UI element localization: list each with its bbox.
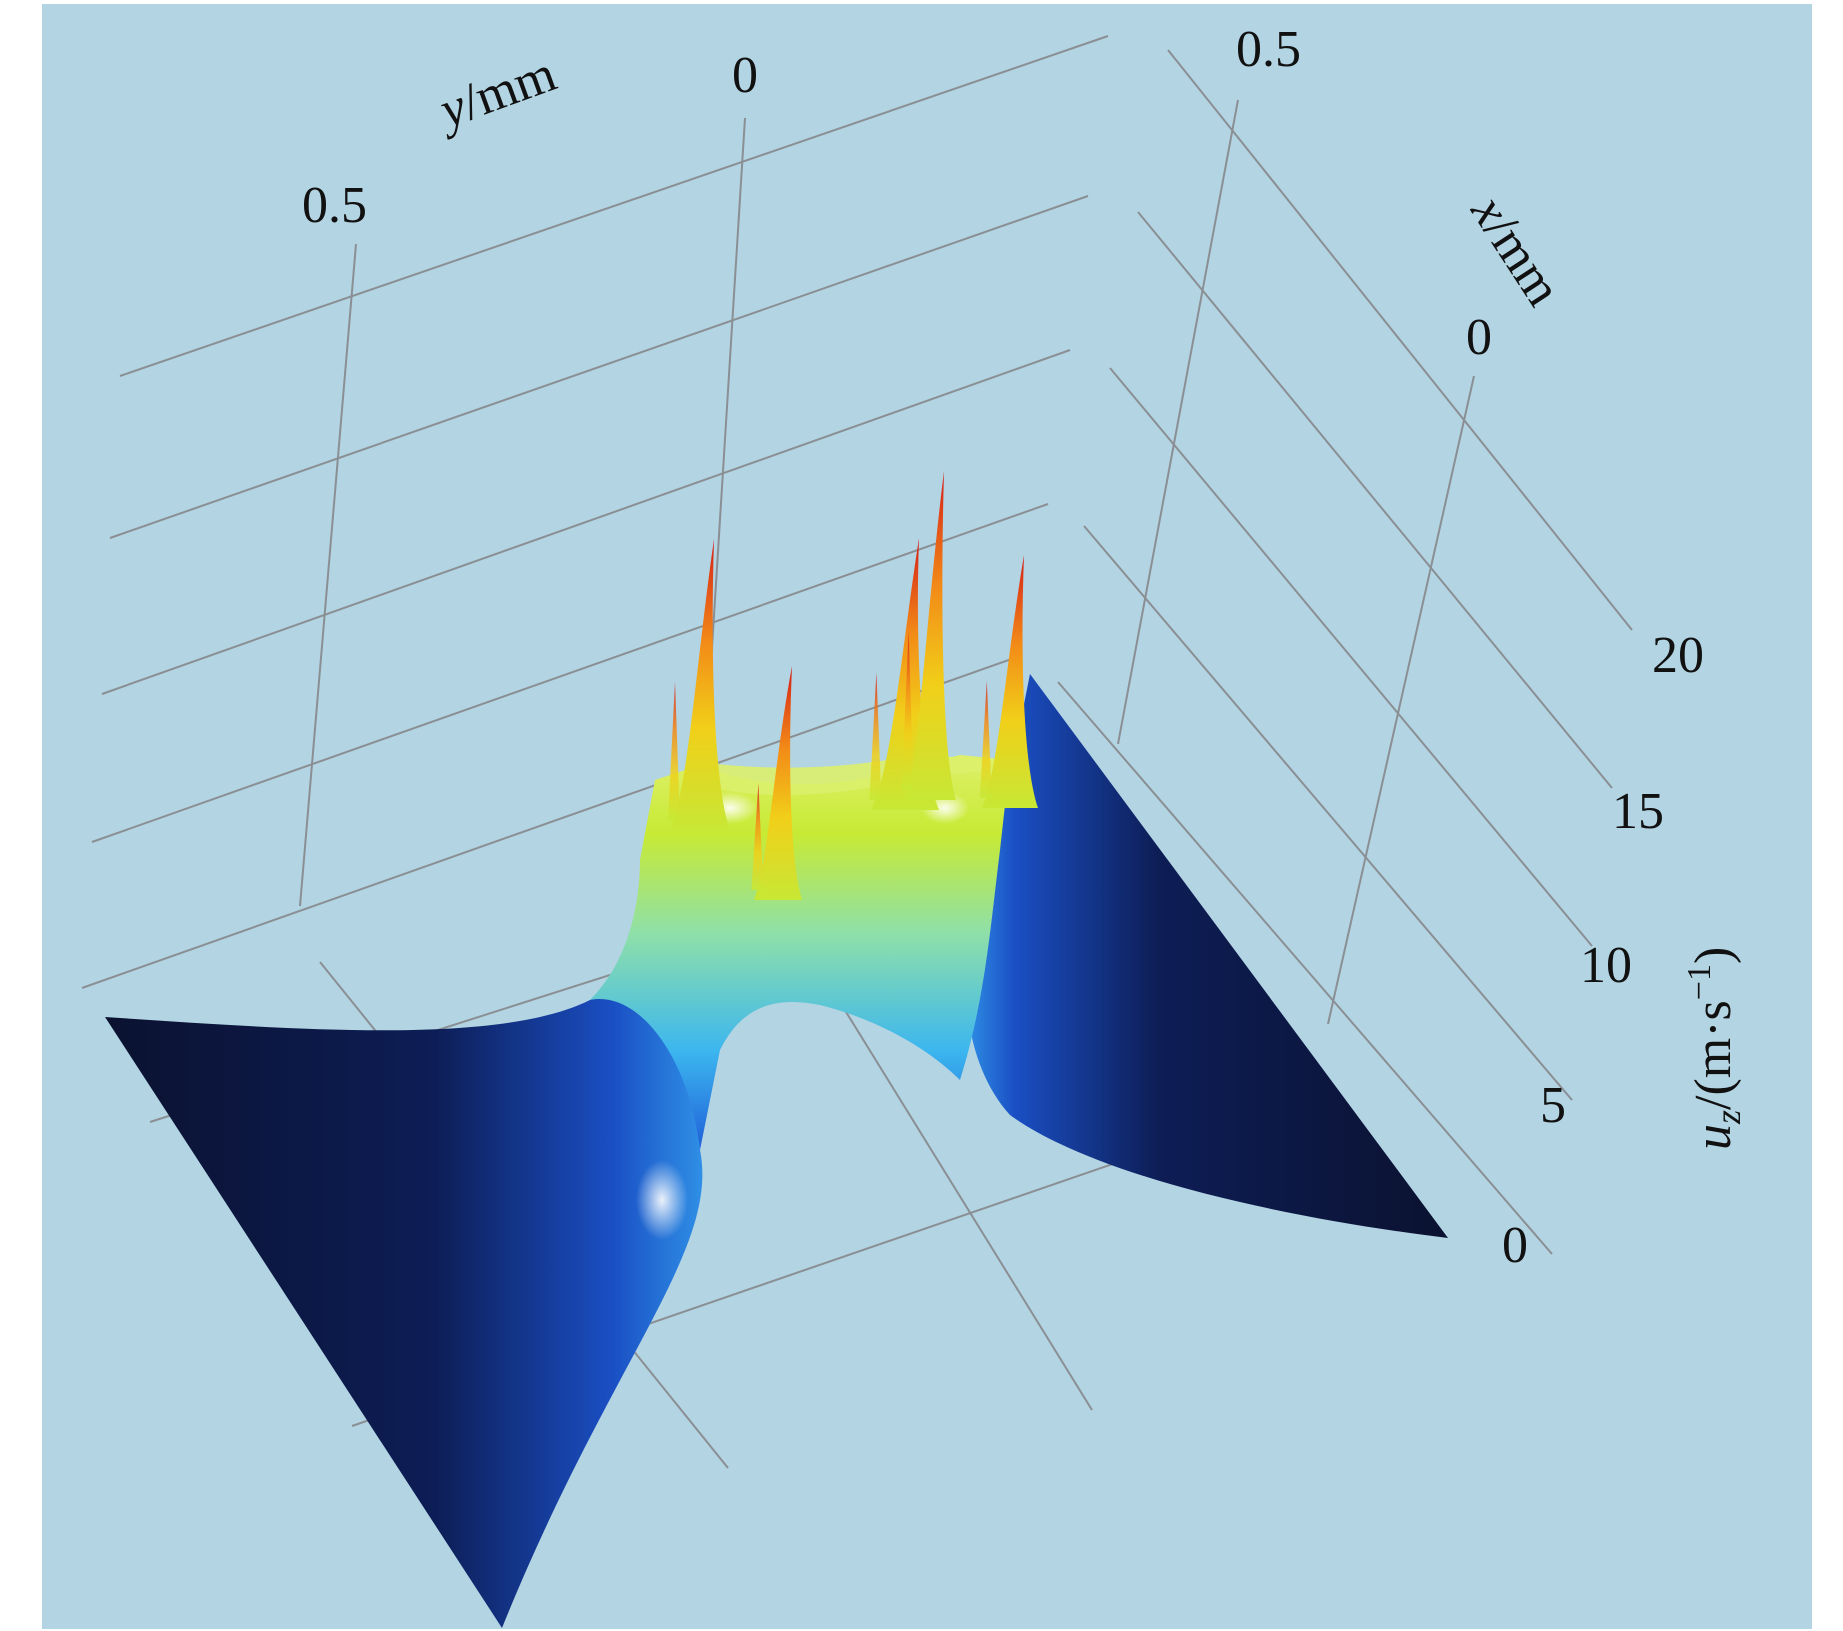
grid-line (101, 349, 1071, 695)
z-axis-tick: 15 (1612, 783, 1664, 840)
surface-plateau (590, 755, 1010, 1150)
y-axis-tick: 0.5 (302, 177, 367, 234)
surface-right-wing (966, 674, 1448, 1238)
z-axis-label: uz/(m·s−1) (1681, 947, 1748, 1150)
grid-line (299, 243, 357, 907)
x-axis-tick: 0.5 (1236, 21, 1301, 78)
peak-5 (982, 555, 1038, 808)
x-axis-tick: 0 (1466, 309, 1492, 366)
z-axis-tick: 10 (1580, 937, 1632, 994)
grid-line (109, 195, 1089, 539)
grid-line (1137, 211, 1613, 789)
grid-line (1327, 375, 1475, 1025)
surface-highlight (636, 1160, 688, 1240)
peak-1 (670, 539, 730, 830)
grid-line (1167, 49, 1633, 631)
peak-spike-1 (668, 681, 680, 820)
grid-line (91, 503, 1049, 843)
surface-mesh (105, 471, 1448, 1628)
peak-2 (754, 666, 802, 900)
grid-line (1083, 525, 1573, 1101)
grid-line (119, 35, 1109, 377)
peak-spike-2 (751, 783, 764, 890)
grid-line (1117, 99, 1239, 745)
grid-line (1057, 681, 1553, 1255)
z-axis-tick: 20 (1652, 627, 1704, 684)
peak-spike-3 (869, 672, 882, 800)
y-axis-tick: 0 (732, 47, 758, 104)
z-axis-tick: 5 (1540, 1077, 1566, 1134)
peaks-group (668, 471, 1038, 900)
peak-spike-5 (979, 680, 992, 798)
grid-line (1109, 367, 1593, 947)
z-axis: 0 5 10 15 20 uz/(m·s−1) (1502, 627, 1748, 1274)
grid-line (81, 655, 1021, 989)
peak-4 (904, 471, 956, 800)
surface-left-wing (105, 990, 703, 1628)
z-axis-tick: 0 (1502, 1217, 1528, 1274)
peak-spike-4 (901, 631, 914, 790)
